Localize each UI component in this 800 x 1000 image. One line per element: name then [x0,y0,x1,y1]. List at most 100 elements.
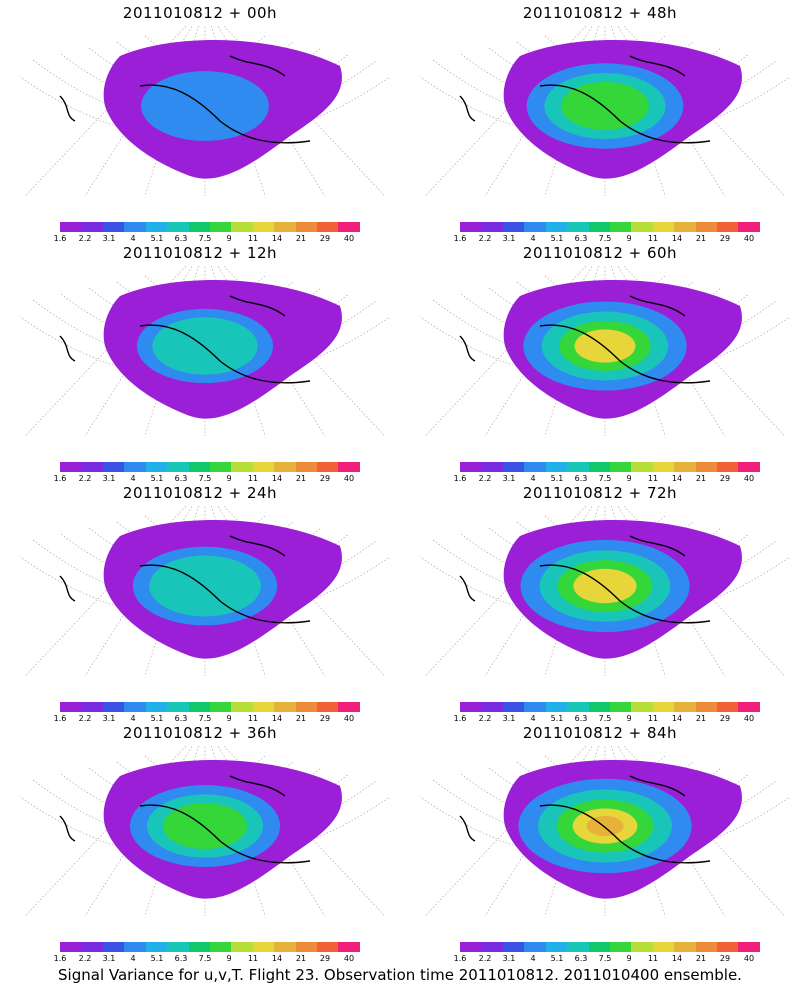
colorbar-swatch [717,702,739,712]
variance-contour [586,815,624,837]
colorbar-swatch [274,222,296,232]
colorbar-tick-label: 7.5 [598,714,612,723]
colorbar-swatch [295,942,318,952]
colorbar-tick-label: 7.5 [598,234,612,243]
colorbar-tick-label: 2.2 [478,954,492,963]
colorbar-tick-label: 40 [343,474,355,483]
colorbar-swatch [317,702,339,712]
colorbar-tick-label: 7.5 [598,954,612,963]
colorbar-tick-label: 5.1 [550,714,564,723]
colorbar-tick-label: 1.6 [453,714,467,723]
colorbar-tick-label: 5.1 [150,954,164,963]
colorbar-swatch [102,702,125,712]
map-panel: 2011010812 + 48h 1.6 2.2 3.1 4 5.1 6.3 7.5 9 11 14… [400,0,800,243]
colorbar-tick-label: 29 [319,714,331,723]
colorbar-swatch [338,462,360,472]
colorbar-swatch [231,462,253,472]
colorbar-tick-label: 2.2 [78,234,92,243]
colorbar-tick-label: 14 [671,954,683,963]
colorbar-swatch [124,942,146,952]
polar-map [420,746,790,916]
colorbar-tick-label: 11 [247,474,259,483]
colorbar-tick-label: 3.1 [102,474,116,483]
colorbar-tick-label: 3.1 [102,954,116,963]
colorbar-swatch [145,222,168,232]
colorbar-labels: 1.6 2.2 3.1 4 5.1 6.3 7.5 9 11 14 21 29 40 [454,954,766,966]
colorbar-tick-label: 21 [695,474,707,483]
colorbar-tick-label: 2.2 [478,234,492,243]
colorbar-swatch [738,702,760,712]
colorbar-tick-label: 9 [226,954,232,963]
colorbar-tick-label: 14 [671,714,683,723]
colorbar-swatch [460,702,482,712]
colorbar-labels: 1.6 2.2 3.1 4 5.1 6.3 7.5 9 11 14 21 29 40 [54,954,366,966]
colorbar [60,942,360,954]
coastline [459,775,711,864]
map-panel: 2011010812 + 00h 1.6 2.2 3.1 4 5.1 6.3 7.5 9 11 14… [0,0,400,243]
colorbar-tick-label: 4 [530,474,536,483]
colorbar-swatch [317,462,339,472]
colorbar-swatch [502,942,525,952]
variance-contour [573,568,637,604]
colorbar-tick-label: 7.5 [198,714,212,723]
panel-title: 2011010812 + 72h [522,484,678,502]
colorbar-tick-label: 4 [130,714,136,723]
colorbar-swatch [338,222,360,232]
coastline [59,295,311,384]
colorbar-tick-label: 21 [695,234,707,243]
colorbar-tick-label: 40 [743,954,755,963]
colorbar-swatch [124,702,146,712]
colorbar-swatch [609,222,632,232]
colorbar-swatch [295,702,318,712]
map-panel: 2011010812 + 36h 1.6 2.2 3.1 4 5.1 6.3 7.5 9 11 14… [0,720,400,963]
colorbar-swatch [209,942,232,952]
coastline [59,55,311,144]
colorbar-swatch [567,462,589,472]
polar-map [420,26,790,196]
colorbar-swatch [252,942,275,952]
colorbar-swatch [481,702,503,712]
colorbar-tick-label: 21 [295,714,307,723]
colorbar-swatch [252,702,275,712]
colorbar-tick-label: 14 [271,954,283,963]
colorbar-tick-label: 3.1 [102,234,116,243]
colorbar-tick-label: 14 [271,714,283,723]
colorbar-tick-label: 4 [530,234,536,243]
variance-contour [149,555,261,617]
colorbar-tick-label: 2.2 [78,954,92,963]
colorbar-swatch [167,702,189,712]
colorbar-tick-label: 29 [319,234,331,243]
colorbar [60,222,360,234]
colorbar-tick-label: 6.3 [574,954,588,963]
colorbar-swatch [124,222,146,232]
colorbar-swatch [567,702,589,712]
colorbar-swatch [209,462,232,472]
colorbar-swatch [545,462,568,472]
latitude-line [60,533,350,590]
colorbar-tick-label: 6.3 [174,954,188,963]
colorbar-tick-label: 40 [343,714,355,723]
colorbar-swatch [674,942,696,952]
map-panel: 2011010812 + 84h 1.6 2.2 3.1 4 5.1 6.3 7.5 9 11 14… [400,720,800,963]
latitude-line [60,53,350,110]
colorbar-swatch [502,222,525,232]
colorbar-swatch [167,222,189,232]
colorbar-swatch [481,462,503,472]
colorbar-swatch [81,222,103,232]
colorbar-swatch [631,222,653,232]
coastline [459,535,711,624]
colorbar-tick-label: 21 [295,234,307,243]
colorbar-tick-label: 3.1 [502,714,516,723]
colorbar-swatch [460,222,482,232]
map-panel: 2011010812 + 60h 1.6 2.2 3.1 4 5.1 6.3 7.5 9 11 14… [400,240,800,483]
colorbar-tick-label: 1.6 [53,234,67,243]
colorbar-swatch [588,222,610,232]
polar-map [20,26,390,196]
colorbar-swatch [145,462,168,472]
colorbar-swatch [695,462,718,472]
colorbar-swatch [231,702,253,712]
colorbar-tick-label: 5.1 [550,474,564,483]
colorbar-tick-label: 9 [226,714,232,723]
colorbar-tick-label: 5.1 [150,714,164,723]
colorbar-tick-label: 7.5 [198,954,212,963]
